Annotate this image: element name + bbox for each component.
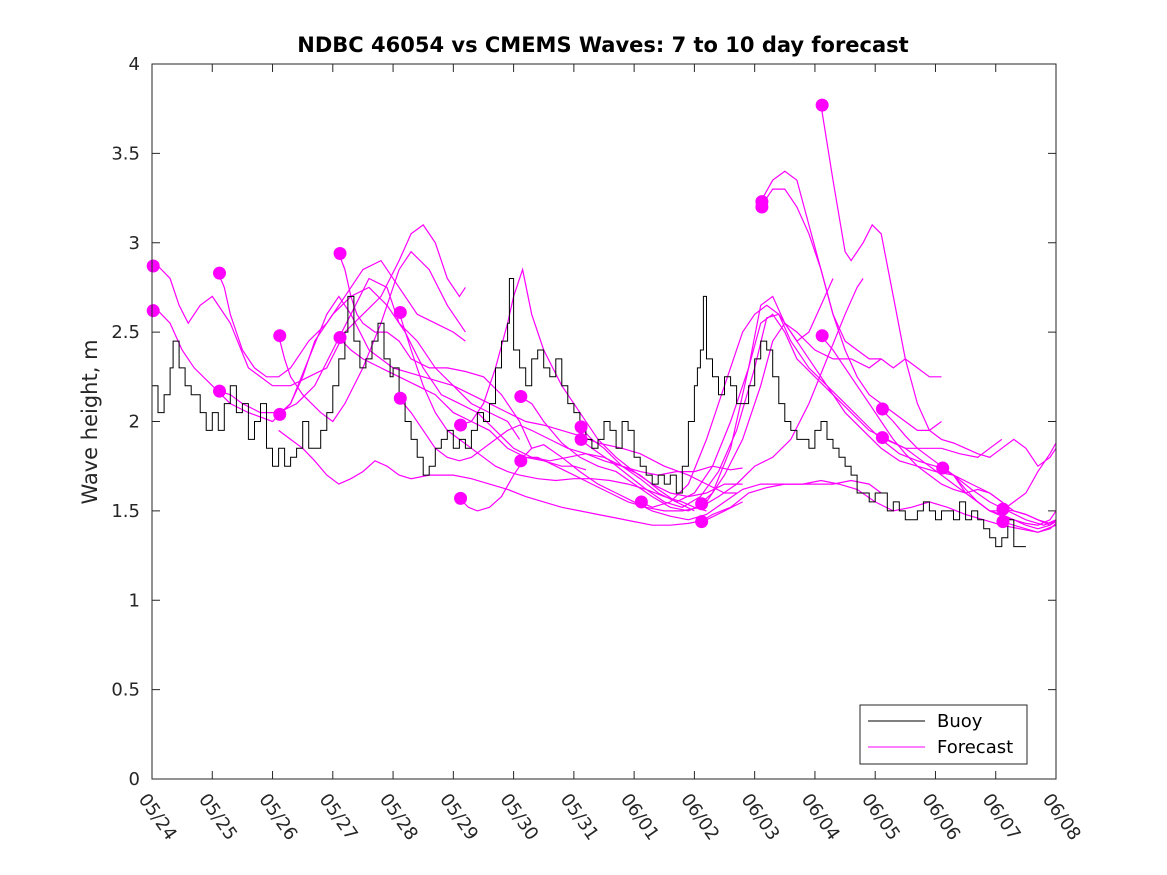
y-axis-label: Wave height, m (78, 339, 102, 504)
y-axis-ticks: 0 0.5 1 1.5 2 2.5 3 3.5 4 (111, 54, 1056, 790)
forecast-start-marker (454, 418, 468, 432)
forecast-line (760, 170, 942, 378)
x-tick-label: 06/02 (676, 790, 723, 845)
chart-title: NDBC 46054 vs CMEMS Waves: 7 to 10 day f… (297, 33, 908, 57)
forecast-line (278, 286, 743, 476)
x-tick-label: 05/24 (134, 790, 181, 845)
forecast-line (579, 313, 1003, 508)
forecast-line (880, 437, 1056, 530)
legend: Buoy Forecast (859, 704, 1028, 765)
x-tick-label: 05/31 (556, 790, 603, 845)
forecast-start-marker (393, 305, 407, 319)
legend-forecast-label: Forecast (937, 737, 1013, 758)
forecast-line (639, 304, 1056, 526)
forecast-line (459, 267, 743, 498)
forecast-start-marker (212, 384, 226, 398)
forecast-start-marker (875, 402, 889, 416)
legend-buoy-label: Buoy (937, 711, 983, 732)
y-tick-label: 2 (129, 412, 140, 433)
y-tick-label: 4 (129, 54, 140, 75)
forecast-start-marker (574, 432, 588, 446)
forecast-line (278, 429, 743, 526)
x-tick-label: 05/28 (375, 790, 422, 845)
forecast-start-marker (996, 515, 1010, 529)
x-tick-label: 05/26 (254, 790, 301, 845)
forecast-line (579, 313, 1003, 503)
forecast-line (760, 188, 942, 431)
forecast-start-marker (146, 304, 160, 318)
x-tick-label: 06/01 (616, 790, 663, 845)
forecast-line (157, 224, 466, 387)
y-tick-label: 3 (129, 233, 140, 254)
x-tick-label: 06/06 (917, 790, 964, 845)
forecast-line (1001, 508, 1056, 526)
y-tick-label: 0 (129, 769, 140, 790)
x-tick-label: 06/07 (978, 790, 1025, 845)
x-tick-label: 06/03 (737, 790, 784, 845)
forecast-start-marker (574, 420, 588, 434)
forecast-line (157, 295, 737, 494)
forecast-start-marker (333, 246, 347, 260)
forecast-start-marker (393, 391, 407, 405)
y-tick-label: 0.5 (111, 680, 140, 701)
forecast-start-marker (815, 98, 829, 112)
y-tick-label: 1.5 (111, 501, 140, 522)
legend-box (859, 704, 1028, 765)
forecast-line (278, 250, 466, 423)
forecast-line (338, 337, 587, 471)
x-tick-label: 05/25 (194, 790, 241, 845)
forecast-start-marker (875, 431, 889, 445)
forecast-start-marker (755, 200, 769, 214)
forecast-start-marker (514, 454, 528, 468)
forecast-start-marker (514, 389, 528, 403)
x-tick-label: 05/29 (435, 790, 482, 845)
forecast-start-marker (333, 330, 347, 344)
forecast-start-marker (695, 497, 709, 511)
forecast-start-marker (996, 502, 1010, 516)
forecast-line (820, 105, 1056, 468)
forecast-start-marker (815, 329, 829, 343)
y-tick-label: 1 (129, 590, 140, 611)
forecast-line (1001, 521, 1056, 533)
forecast-start-marker (936, 461, 950, 475)
x-tick-label: 06/05 (857, 790, 904, 845)
forecast-start-markers (146, 98, 1010, 529)
forecast-start-marker (695, 515, 709, 529)
x-tick-label: 06/08 (1038, 790, 1085, 845)
x-tick-label: 06/04 (797, 790, 844, 845)
forecast-start-marker (634, 495, 648, 509)
x-tick-label: 05/27 (315, 790, 362, 845)
forecast-line (398, 312, 707, 512)
forecast-start-marker (454, 491, 468, 505)
y-tick-label: 3.5 (111, 143, 140, 164)
y-tick-label: 2.5 (111, 322, 140, 343)
forecast-start-marker (212, 266, 226, 280)
x-tick-label: 05/30 (496, 790, 543, 845)
forecast-line (700, 278, 834, 505)
forecast-line (217, 259, 466, 378)
forecast-start-marker (273, 407, 287, 421)
forecast-start-marker (146, 259, 160, 273)
forecast-start-marker (273, 329, 287, 343)
